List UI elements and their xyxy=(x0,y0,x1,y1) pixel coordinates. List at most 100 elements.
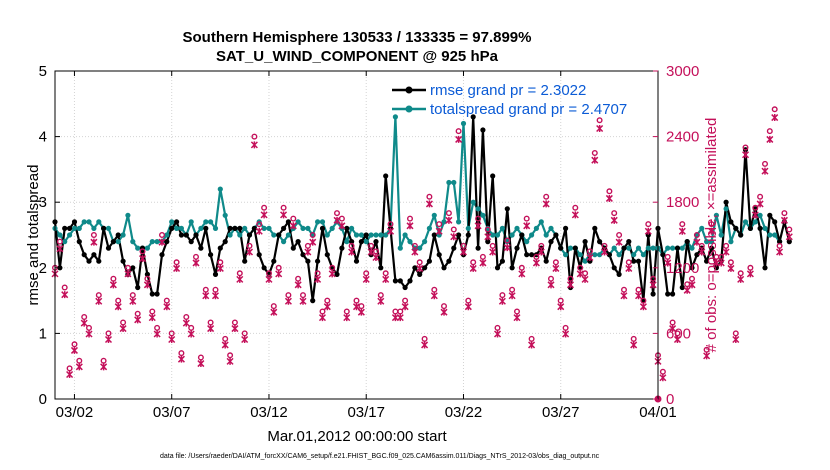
obs-possible-point xyxy=(640,297,647,304)
rmse-point xyxy=(76,239,82,245)
rmse-point xyxy=(606,252,613,258)
obs-assimilated-point xyxy=(557,303,565,311)
obs-possible-point xyxy=(192,253,199,260)
obs-assimilated-point xyxy=(294,281,302,289)
obs-assimilated-point xyxy=(464,303,472,311)
totalspread-point xyxy=(149,239,155,245)
chart-title-line1: Southern Hemisphere 130533 / 133335 = 97… xyxy=(183,29,532,46)
rmse-point xyxy=(708,245,715,251)
obs-possible-point xyxy=(168,330,175,337)
obs-possible-point xyxy=(479,253,486,260)
obs-assimilated-point xyxy=(780,216,788,224)
obs-possible-point xyxy=(781,210,788,217)
obs-possible-point xyxy=(606,188,613,195)
rmse-point xyxy=(242,258,248,264)
obs-assimilated-point xyxy=(304,248,312,256)
obs-assimilated-point xyxy=(669,325,677,333)
y-tick-label: 1 xyxy=(39,325,47,342)
obs-assimilated-point xyxy=(289,222,297,230)
totalspread-point xyxy=(188,219,194,225)
rmse-point xyxy=(499,258,505,264)
rmse-point xyxy=(310,298,316,304)
obs-assimilated-point xyxy=(104,335,113,344)
rmse-point xyxy=(713,265,720,271)
totalspread-point xyxy=(198,225,204,231)
rmse-point xyxy=(281,225,287,231)
obs-assimilated-point xyxy=(673,335,681,344)
obs-possible-point xyxy=(625,259,632,266)
y-tick-label: 5 xyxy=(39,63,47,80)
rmse-point xyxy=(674,245,681,251)
rmse-point xyxy=(529,252,535,258)
obs-possible-point xyxy=(732,330,739,337)
rmse-point xyxy=(383,173,389,179)
x-tick-label: 03/22 xyxy=(445,404,483,421)
rmse-point xyxy=(217,245,223,251)
obs-assimilated-point xyxy=(445,216,453,224)
obs-assimilated-point xyxy=(236,275,244,283)
obs-assimilated-point xyxy=(489,248,497,256)
obs-assimilated-point xyxy=(635,292,643,300)
totalspread-point xyxy=(295,219,301,225)
obs-possible-point xyxy=(56,238,63,245)
right-y-tick-label: 2400 xyxy=(666,129,699,146)
obs-possible-point xyxy=(591,149,598,156)
totalspread-point xyxy=(509,232,515,238)
obs-possible-point xyxy=(664,253,671,260)
obs-possible-point xyxy=(567,275,574,282)
obs-assimilated-point xyxy=(221,341,229,349)
obs-possible-point xyxy=(246,242,253,249)
obs-assimilated-point xyxy=(610,216,618,224)
obs-possible-point xyxy=(514,308,521,315)
obs-possible-point xyxy=(669,319,676,326)
x-tick-label: 03/02 xyxy=(56,404,94,421)
obs-assimilated-point xyxy=(562,330,570,338)
obs-assimilated-point xyxy=(776,248,784,256)
obs-possible-point xyxy=(382,270,389,277)
rmse-point xyxy=(747,225,754,231)
obs-assimilated-point xyxy=(250,141,258,149)
obs-assimilated-point xyxy=(537,248,545,256)
rmse-point xyxy=(397,278,403,284)
obs-possible-point xyxy=(90,231,97,238)
obs-possible-point xyxy=(441,303,448,310)
obs-assimilated-point xyxy=(761,167,769,175)
obs-possible-point xyxy=(256,221,263,228)
totalspread-point xyxy=(499,225,505,231)
totalspread-point xyxy=(524,239,530,245)
totalspread-point xyxy=(169,219,175,225)
totalspread-point xyxy=(563,252,569,258)
legend-spread-text: totalspread grand pr = 2.4707 xyxy=(430,101,627,118)
rmse-point xyxy=(470,114,476,120)
obs-assimilated-point xyxy=(80,319,88,327)
obs-possible-point xyxy=(762,160,769,167)
rmse-point xyxy=(524,252,530,258)
obs-possible-point xyxy=(280,204,287,211)
obs-possible-point xyxy=(518,264,525,271)
totalspread-point xyxy=(217,186,223,192)
obs-assimilated-point xyxy=(771,114,779,122)
obs-assimilated-point xyxy=(707,227,716,235)
obs-possible-point xyxy=(217,259,224,266)
obs-assimilated-point xyxy=(659,374,667,382)
obs-possible-point xyxy=(494,324,501,331)
totalspread-point xyxy=(358,232,364,238)
totalspread-point xyxy=(383,232,389,238)
obs-assimilated-point xyxy=(528,341,536,349)
obs-assimilated-point xyxy=(683,286,691,294)
totalspread-point xyxy=(86,219,92,225)
x-tick-label: 03/12 xyxy=(250,404,288,421)
rmse-point xyxy=(485,239,491,245)
rmse-point xyxy=(183,232,189,238)
obs-possible-point xyxy=(596,117,603,124)
obs-assimilated-point xyxy=(484,233,492,241)
obs-assimilated-point xyxy=(56,245,64,253)
rmse-point xyxy=(178,232,184,238)
obs-possible-point xyxy=(100,357,107,364)
totalspread-point xyxy=(417,245,423,251)
rmse-point xyxy=(402,284,408,291)
obs-possible-point xyxy=(144,275,151,282)
totalspread-point xyxy=(767,232,773,238)
rmse-point xyxy=(305,258,311,264)
obs-possible-point xyxy=(358,303,365,310)
